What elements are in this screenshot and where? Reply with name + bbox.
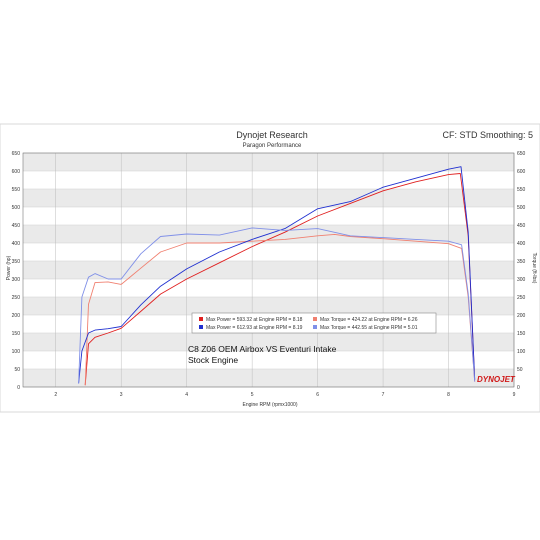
right-tick-label: 50 [517, 367, 523, 373]
x-tick-label: 6 [316, 392, 319, 398]
left-tick-label: 500 [12, 205, 21, 211]
annotation-line-1: C8 Z06 OEM Airbox VS Eventuri Intake [188, 344, 337, 354]
legend-swatch-3 [313, 325, 317, 329]
dynojet-logo: DYNOJET [477, 375, 516, 384]
right-tick-label: 450 [517, 223, 526, 229]
left-tick-label: 350 [12, 259, 21, 265]
legend-item-0: Max Power = 593.32 at Engine RPM = 8.18 [206, 317, 303, 323]
left-tick-label: 550 [12, 187, 21, 193]
plot-band [23, 153, 514, 171]
left-tick-label: 250 [12, 295, 21, 301]
right-tick-label: 350 [517, 259, 526, 265]
annotation-line-2: Stock Engine [188, 355, 238, 365]
right-tick-label: 250 [517, 295, 526, 301]
legend-item-1: Max Torque = 424.22 at Engine RPM = 6.26 [320, 317, 418, 323]
right-tick-label: 200 [517, 313, 526, 319]
left-tick-label: 100 [12, 349, 21, 355]
legend-swatch-1 [313, 317, 317, 321]
right-tick-label: 400 [517, 241, 526, 247]
chart-title: Dynojet Research [236, 130, 308, 140]
left-tick-label: 200 [12, 313, 21, 319]
right-tick-label: 550 [517, 187, 526, 193]
x-tick-label: 8 [447, 392, 450, 398]
correction-factor-label: CF: STD Smoothing: 5 [442, 130, 533, 140]
x-tick-label: 4 [185, 392, 188, 398]
plot-band [23, 261, 514, 279]
right-axis-label: Torque (ft-lbs) [531, 253, 537, 284]
left-tick-label: 650 [12, 151, 21, 157]
right-tick-label: 500 [517, 205, 526, 211]
right-tick-label: 0 [517, 385, 520, 391]
legend-swatch-0 [199, 317, 203, 321]
x-tick-label: 3 [120, 392, 123, 398]
left-tick-label: 600 [12, 169, 21, 175]
left-tick-label: 150 [12, 331, 21, 337]
left-tick-label: 0 [17, 385, 20, 391]
right-tick-label: 600 [517, 169, 526, 175]
left-tick-label: 400 [12, 241, 21, 247]
legend-box: Max Power = 593.32 at Engine RPM = 8.18 … [192, 313, 436, 333]
right-tick-label: 100 [517, 349, 526, 355]
right-tick-label: 150 [517, 331, 526, 337]
legend-item-3: Max Torque = 442.55 at Engine RPM = 5.01 [320, 325, 418, 331]
left-tick-label: 450 [12, 223, 21, 229]
x-tick-label: 5 [251, 392, 254, 398]
legend-swatch-2 [199, 325, 203, 329]
x-tick-label: 2 [54, 392, 57, 398]
x-tick-label: 7 [382, 392, 385, 398]
left-axis-label: Power (hp) [6, 255, 12, 280]
chart-subtitle: Paragon Performance [243, 143, 302, 149]
right-tick-label: 650 [517, 151, 526, 157]
plot-band [23, 189, 514, 207]
left-tick-label: 300 [12, 277, 21, 283]
left-tick-label: 50 [14, 367, 20, 373]
x-axis-label: Engine RPM (rpmx1000) [242, 402, 297, 408]
legend-item-2: Max Power = 612.93 at Engine RPM = 8.19 [206, 325, 303, 331]
x-tick-label: 9 [513, 392, 516, 398]
plot-band [23, 297, 514, 315]
plot-band [23, 369, 514, 387]
right-tick-label: 300 [517, 277, 526, 283]
